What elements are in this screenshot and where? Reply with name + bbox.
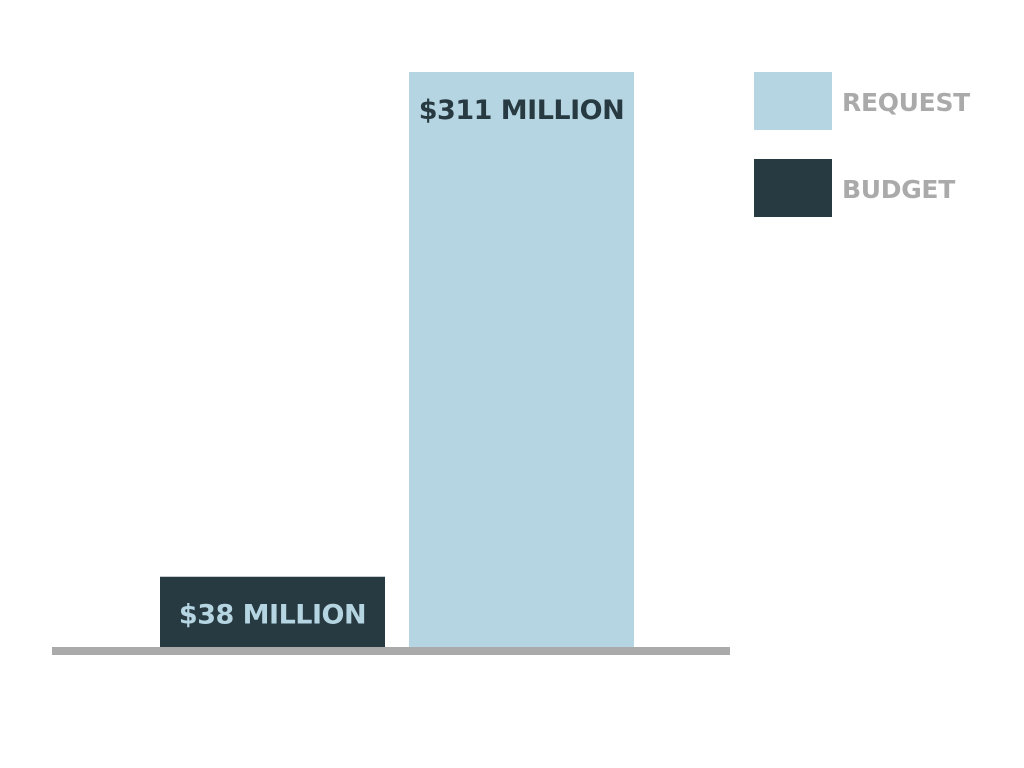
bar-request bbox=[409, 72, 634, 647]
data-label-request: $311 MILLION bbox=[419, 95, 624, 126]
legend-label-budget: BUDGET bbox=[842, 175, 955, 204]
data-label-budget: $38 MILLION bbox=[179, 600, 366, 631]
bars-group bbox=[160, 72, 634, 647]
legend-label-request: REQUEST bbox=[842, 88, 970, 117]
legend: REQUEST BUDGET bbox=[754, 72, 970, 217]
legend-swatch-budget bbox=[754, 159, 832, 217]
legend-swatch-request bbox=[754, 72, 832, 130]
bar-budget bbox=[160, 576, 385, 647]
data-labels-group: $38 MILLION $311 MILLION bbox=[179, 95, 625, 631]
